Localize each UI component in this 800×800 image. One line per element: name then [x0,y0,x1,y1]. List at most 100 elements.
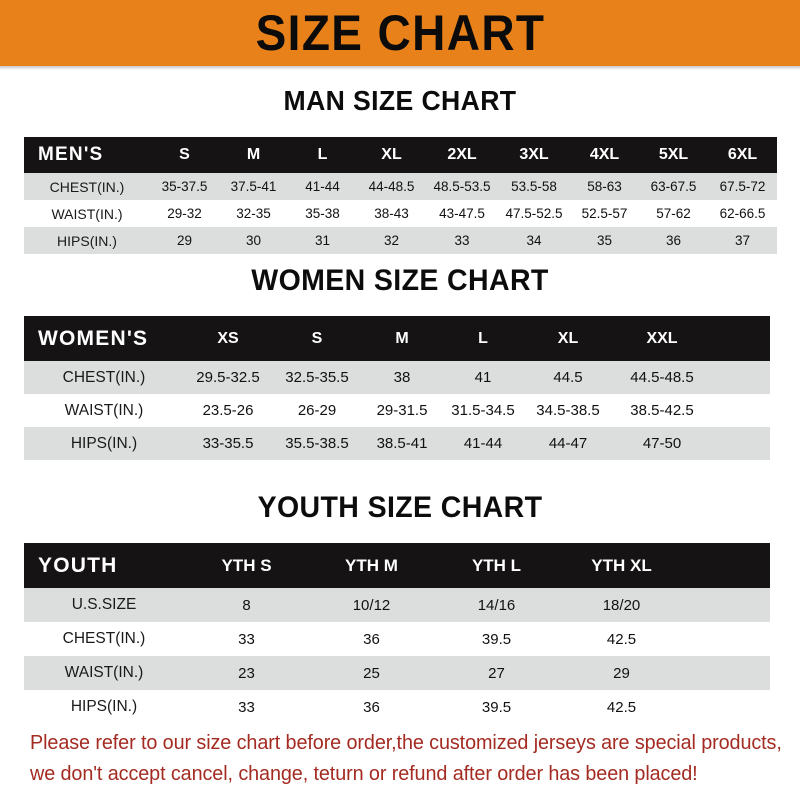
page-banner: SIZE CHART [0,0,800,66]
men-cell-0-8: 67.5-72 [708,173,777,200]
youth-header-label: YOUTH [38,553,118,577]
women-size-col-5: XXL [646,329,678,347]
men-cell-2-2: 31 [288,227,357,254]
men-size-col-5: 3XL [519,146,549,163]
table-row: WAIST(IN.) 23 25 27 29 [24,656,770,690]
youth-cell-2-2: 27 [434,656,559,690]
women-section-title: WOMEN SIZE CHART [251,264,549,297]
youth-cell-0-3: 18/20 [559,588,684,622]
men-section-title: MAN SIZE CHART [283,85,517,116]
men-cell-0-3: 44-48.5 [357,173,426,200]
page-title: SIZE CHART [255,5,545,61]
youth-cell-2-1: 25 [309,656,434,690]
men-cell-2-8: 37 [708,227,777,254]
order-policy-note: Please refer to our size chart before or… [30,728,782,790]
youth-row-label-1: CHEST(IN.) [24,622,184,656]
men-cell-0-7: 63-67.5 [639,173,708,200]
youth-row-label-2: WAIST(IN.) [24,656,184,690]
men-cell-2-0: 29 [150,227,219,254]
women-size-col-4: XL [557,329,579,347]
men-cell-1-1: 32-35 [219,200,288,227]
women-cell-0-3: 41 [442,361,524,394]
women-cell-0-0: 29.5-32.5 [184,361,272,394]
table-row: WAIST(IN.) 29-32 32-35 35-38 38-43 43-47… [24,200,777,227]
men-cell-2-4: 33 [426,227,498,254]
women-size-col-3: L [478,329,488,347]
table-row: CHEST(IN.) 33 36 39.5 42.5 [24,622,770,656]
men-cell-0-0: 35-37.5 [150,173,219,200]
men-row-label-2: HIPS(IN.) [24,227,150,254]
youth-row-label-0: U.S.SIZE [24,588,184,622]
women-cell-2-4: 44-47 [524,427,612,460]
table-row: HIPS(IN.) 29 30 31 32 33 34 35 36 37 [24,227,777,254]
men-size-col-3: XL [381,146,402,163]
men-cell-1-3: 38-43 [357,200,426,227]
women-cell-spacer [712,394,770,427]
youth-cell-2-3: 29 [559,656,684,690]
men-cell-2-3: 32 [357,227,426,254]
men-cell-0-1: 37.5-41 [219,173,288,200]
table-row: HIPS(IN.) 33-35.5 35.5-38.5 38.5-41 41-4… [24,427,770,460]
men-size-col-0: S [179,146,190,163]
women-cell-2-3: 41-44 [442,427,524,460]
women-cell-1-1: 26-29 [272,394,362,427]
women-cell-1-3: 31.5-34.5 [442,394,524,427]
women-cell-1-0: 23.5-26 [184,394,272,427]
women-cell-0-1: 32.5-35.5 [272,361,362,394]
women-cell-2-0: 33-35.5 [184,427,272,460]
table-row: CHEST(IN.) 35-37.5 37.5-41 41-44 44-48.5… [24,173,777,200]
men-cell-1-7: 57-62 [639,200,708,227]
youth-cell-0-1: 10/12 [309,588,434,622]
youth-size-col-1: YTH M [345,555,398,575]
women-cell-1-4: 34.5-38.5 [524,394,612,427]
youth-cell-1-1: 36 [309,622,434,656]
youth-header-spacer [684,543,770,588]
table-row: WAIST(IN.) 23.5-26 26-29 29-31.5 31.5-34… [24,394,770,427]
youth-cell-1-2: 39.5 [434,622,559,656]
women-cell-2-5: 47-50 [612,427,712,460]
women-header-label: WOMEN'S [38,326,149,350]
women-size-table: WOMEN'S XS S M L XL XXL CHEST(IN.) 29.5-… [24,316,770,460]
women-cell-2-2: 38.5-41 [362,427,442,460]
youth-cell-3-1: 36 [309,690,434,724]
youth-cell-spacer [684,588,770,622]
women-table-header-row: WOMEN'S XS S M L XL XXL [24,316,770,361]
men-cell-0-6: 58-63 [570,173,639,200]
men-header-label: MEN'S [38,144,104,165]
men-size-col-4: 2XL [447,146,477,163]
men-table-header-row: MEN'S S M L XL 2XL 3XL 4XL 5XL 6XL [24,137,777,173]
youth-size-table: YOUTH YTH S YTH M YTH L YTH XL U.S.SIZE … [24,543,770,724]
order-policy-note-line-1: Please refer to our size chart before or… [30,732,782,754]
men-cell-2-7: 36 [639,227,708,254]
women-cell-1-2: 29-31.5 [362,394,442,427]
men-cell-1-2: 35-38 [288,200,357,227]
women-row-label-2: HIPS(IN.) [24,427,184,460]
youth-section-title: YOUTH SIZE CHART [257,491,543,524]
youth-cell-1-3: 42.5 [559,622,684,656]
men-size-col-6: 4XL [589,146,620,163]
men-size-col-1: M [246,146,261,163]
women-row-label-0: CHEST(IN.) [24,361,184,394]
youth-table-header-row: YOUTH YTH S YTH M YTH L YTH XL [24,543,770,588]
youth-row-label-3: HIPS(IN.) [24,690,184,724]
banner-shadow [0,66,800,70]
youth-size-col-2: YTH L [471,555,522,575]
women-header-spacer [712,316,770,361]
youth-cell-0-0: 8 [184,588,309,622]
youth-cell-1-0: 33 [184,622,309,656]
youth-cell-3-3: 42.5 [559,690,684,724]
women-cell-0-4: 44.5 [524,361,612,394]
women-size-col-2: M [395,329,409,347]
men-cell-1-8: 62-66.5 [708,200,777,227]
men-size-col-7: 5XL [658,146,689,163]
men-row-label-1: WAIST(IN.) [24,200,150,227]
men-row-label-0: CHEST(IN.) [24,173,150,200]
table-row: CHEST(IN.) 29.5-32.5 32.5-35.5 38 41 44.… [24,361,770,394]
women-cell-spacer [712,427,770,460]
youth-cell-0-2: 14/16 [434,588,559,622]
men-cell-0-2: 41-44 [288,173,357,200]
men-cell-1-6: 52.5-57 [570,200,639,227]
youth-cell-2-0: 23 [184,656,309,690]
men-cell-2-6: 35 [570,227,639,254]
